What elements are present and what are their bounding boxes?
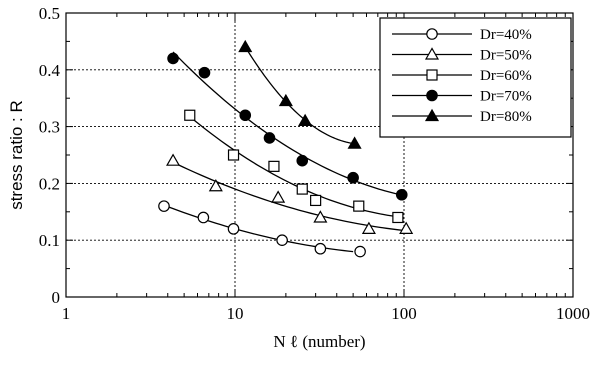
y-tick-label: 0.2 (39, 174, 60, 193)
y-tick-label: 0.1 (39, 231, 60, 250)
legend-label: Dr=40% (480, 27, 532, 43)
data-point (399, 221, 414, 234)
data-point (298, 113, 313, 127)
legend-label: Dr=80% (480, 109, 532, 125)
data-point (354, 245, 366, 258)
data-point (198, 66, 211, 79)
data-point (276, 234, 288, 246)
y-tick-label: 0.5 (39, 4, 60, 23)
data-point (227, 149, 240, 161)
data-point (353, 200, 365, 212)
x-tick-label: 1 (62, 304, 71, 323)
y-tick-label: 0.4 (39, 61, 61, 80)
legend-box (379, 17, 572, 138)
data-point (158, 200, 170, 212)
data-point (268, 160, 280, 172)
data-markers (158, 39, 414, 258)
data-point (314, 242, 327, 255)
grid-lines (66, 13, 573, 297)
data-point (278, 93, 293, 107)
data-point (238, 39, 253, 53)
data-point (271, 190, 286, 203)
x-tick-label: 10 (227, 304, 244, 323)
x-tick-label: 100 (391, 304, 417, 323)
legend-marker (424, 47, 440, 60)
data-point (296, 183, 308, 195)
data-point (313, 210, 328, 223)
data-point (208, 179, 223, 192)
legend-label: Dr=50% (480, 48, 532, 64)
data-point (184, 109, 196, 121)
data-point (197, 211, 210, 224)
legend-marker (424, 108, 440, 122)
data-point (166, 153, 181, 166)
data-point (227, 223, 240, 235)
axis-ticks: 0 0.1 0.2 0.3 0.4 0.5 1 10 100 1000 (39, 4, 590, 323)
y-axis-title: stress ratio : R (7, 100, 26, 210)
x-axis-title: N ℓ (number) (273, 332, 365, 351)
data-point (347, 171, 359, 184)
data-point (296, 154, 309, 167)
fit-curves (163, 46, 405, 253)
x-tick-label: 1000 (556, 304, 590, 323)
y-tick-label: 0 (52, 288, 61, 307)
fit-curve-2 (171, 160, 405, 232)
legend-label: Dr=70% (480, 89, 532, 105)
data-point (395, 188, 408, 201)
fit-curve-3 (189, 116, 398, 218)
data-point (392, 211, 404, 224)
legend-marker (426, 69, 438, 81)
data-point (361, 221, 376, 234)
legend-label: Dr=60% (480, 68, 532, 84)
legend: Dr=40% Dr=50% Dr=60% Dr=70% Dr=80% (379, 17, 572, 138)
fit-curve-4 (172, 51, 402, 196)
y-tick-label: 0.3 (39, 118, 60, 137)
fit-curve-1 (163, 204, 354, 253)
data-point (310, 194, 322, 207)
data-point (263, 132, 276, 144)
legend-marker (426, 28, 438, 40)
legend-marker (426, 89, 438, 102)
data-point (347, 136, 362, 149)
data-point (239, 109, 252, 122)
data-point (167, 52, 179, 65)
fit-curve-5 (244, 46, 355, 145)
